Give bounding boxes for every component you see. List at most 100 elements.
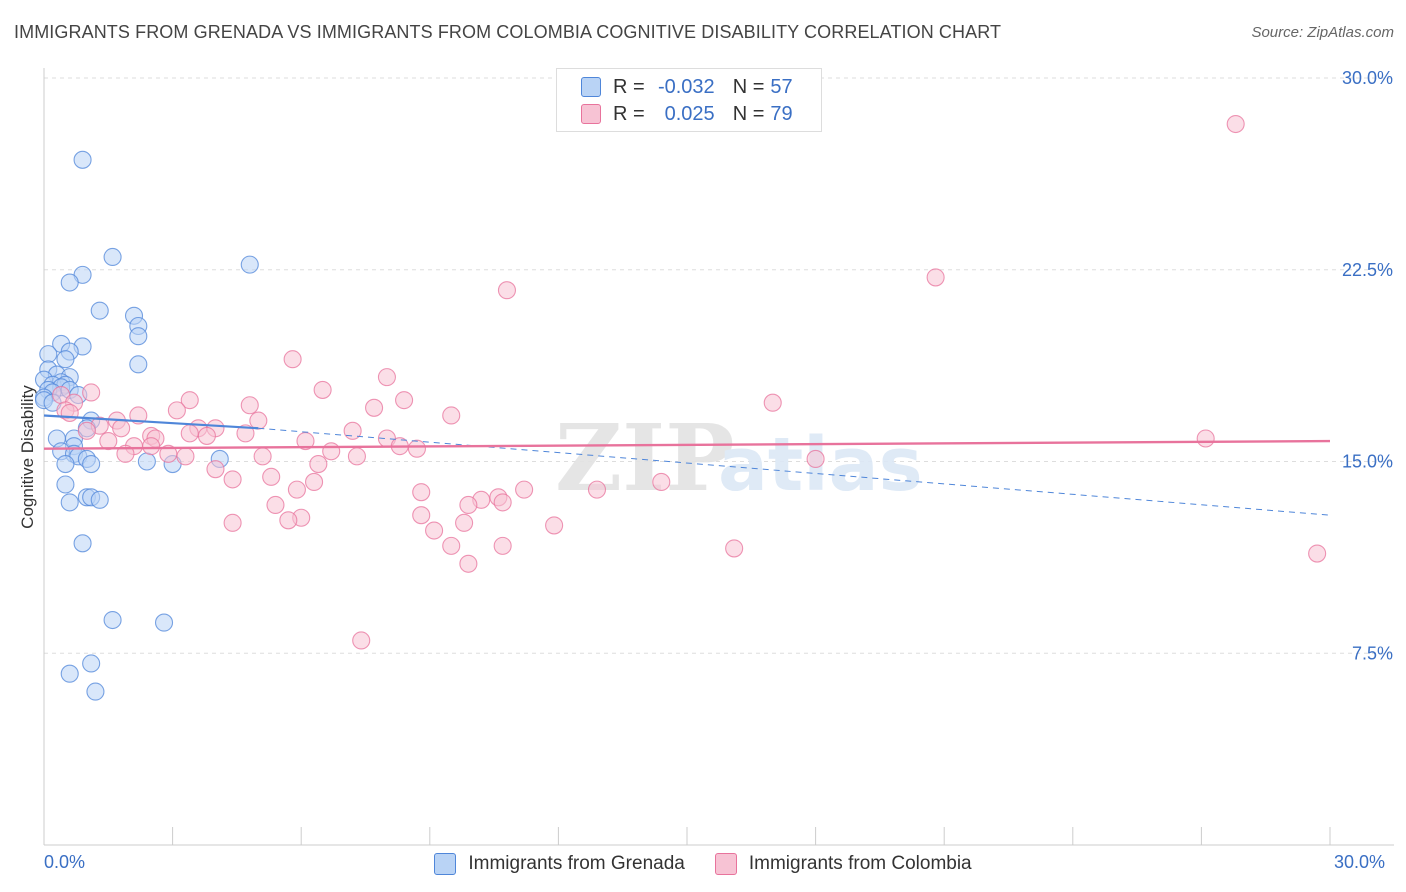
grenada-point bbox=[82, 455, 101, 474]
colombia-point bbox=[99, 431, 118, 451]
colombia-point bbox=[313, 380, 332, 399]
grenada-point bbox=[90, 301, 109, 320]
colombia-point bbox=[515, 480, 534, 499]
colombia-point bbox=[305, 472, 324, 492]
colombia-point bbox=[442, 536, 461, 555]
grenada-point bbox=[154, 613, 174, 632]
colombia-legend-swatch bbox=[714, 853, 737, 875]
points-layer bbox=[34, 114, 1327, 701]
colombia-point bbox=[412, 483, 431, 502]
grenada-trend-line bbox=[43, 414, 259, 430]
y-tick-label: 30.0% bbox=[1342, 68, 1393, 88]
colombia-point bbox=[279, 511, 298, 530]
x-tick-label-max: 30.0% bbox=[1334, 852, 1386, 872]
grenada-point bbox=[73, 534, 92, 553]
grenada-point bbox=[129, 327, 148, 346]
colombia-point bbox=[262, 467, 281, 486]
colombia-point bbox=[352, 631, 371, 650]
colombia-point bbox=[266, 495, 285, 515]
colombia-point bbox=[253, 447, 272, 466]
colombia-point bbox=[287, 480, 306, 499]
grenada-trend-extension bbox=[258, 427, 1331, 516]
colombia-point bbox=[197, 426, 216, 445]
colombia-point bbox=[322, 442, 341, 461]
grenada-point bbox=[90, 490, 109, 509]
grid-layer bbox=[44, 77, 1394, 654]
colombia-point bbox=[587, 480, 607, 499]
trend-layer bbox=[43, 414, 1331, 516]
grenada-point bbox=[103, 610, 122, 630]
correlation-legend: R = -0.032 N = 57 R = 0.025 N = 79 bbox=[556, 68, 822, 132]
legend-row-grenada: R = -0.032 N = 57 bbox=[581, 74, 793, 100]
colombia-swatch bbox=[581, 104, 601, 124]
y-tick-label: 7.5% bbox=[1352, 643, 1393, 663]
y-tick-label: 15.0% bbox=[1342, 452, 1393, 472]
colombia-point bbox=[442, 406, 461, 425]
colombia-point bbox=[365, 398, 384, 417]
colombia-point bbox=[725, 539, 744, 558]
colombia-point bbox=[493, 493, 512, 512]
watermark-zip: ZIP bbox=[555, 404, 734, 512]
grenada-point bbox=[56, 350, 75, 369]
r-label: R = bbox=[613, 75, 645, 98]
legend-row-colombia: R = 0.025 N = 79 bbox=[581, 101, 793, 127]
grenada-point bbox=[129, 355, 148, 374]
colombia-point bbox=[407, 439, 426, 458]
colombia-point bbox=[493, 536, 512, 555]
colombia-point bbox=[82, 383, 101, 402]
grenada-point bbox=[39, 345, 58, 364]
n-label: N = bbox=[732, 75, 765, 98]
chart-title: IMMIGRANTS FROM GRENADA VS IMMIGRANTS FR… bbox=[14, 22, 1002, 42]
colombia-point bbox=[412, 506, 431, 525]
colombia-point bbox=[236, 424, 255, 443]
grenada-point bbox=[60, 273, 79, 292]
colombia-point bbox=[180, 424, 199, 443]
watermark: ZIP atlas bbox=[555, 404, 923, 512]
colombia-point bbox=[309, 455, 328, 474]
colombia-point bbox=[116, 444, 135, 463]
colombia-point bbox=[142, 437, 161, 456]
colombia-point bbox=[455, 513, 474, 532]
colombia-point bbox=[167, 401, 186, 420]
colombia-point bbox=[425, 521, 444, 540]
grenada-point bbox=[60, 493, 79, 512]
colombia-point bbox=[180, 391, 199, 410]
grenada-point bbox=[56, 455, 75, 474]
colombia-point bbox=[377, 368, 396, 387]
legend-label-grenada: Immigrants from Grenada bbox=[468, 853, 685, 874]
colombia-point bbox=[652, 472, 671, 492]
colombia-point bbox=[497, 281, 517, 300]
colombia-point bbox=[206, 460, 225, 479]
r-value: -0.032 bbox=[657, 75, 715, 98]
series-legend: Immigrants from Grenada Immigrants from … bbox=[0, 850, 1406, 878]
colombia-point bbox=[283, 350, 302, 369]
colombia-point bbox=[1196, 429, 1215, 448]
grenada-point bbox=[56, 475, 75, 494]
grenada-legend-swatch bbox=[434, 853, 457, 875]
axes-layer bbox=[43, 68, 1394, 846]
colombia-trend-line bbox=[43, 439, 1331, 450]
colombia-point bbox=[129, 406, 148, 425]
grenada-point bbox=[137, 452, 156, 471]
x-tick-label-min: 0.0% bbox=[44, 852, 86, 872]
colombia-point bbox=[763, 393, 782, 412]
chart-source: Source: ZipAtlas.com bbox=[1251, 24, 1394, 41]
colombia-point bbox=[77, 421, 96, 440]
colombia-point bbox=[459, 554, 478, 573]
colombia-point bbox=[1226, 114, 1245, 134]
grenada-point bbox=[103, 247, 122, 267]
legend-item-colombia[interactable]: Immigrants from Colombia bbox=[714, 853, 972, 875]
colombia-point bbox=[459, 495, 478, 515]
grenada-point bbox=[82, 654, 101, 673]
r-label: R = bbox=[613, 102, 645, 125]
legend-label-colombia: Immigrants from Colombia bbox=[748, 853, 972, 874]
y-tick-labels: 7.5% 15.0% 22.5% 30.0% bbox=[1342, 68, 1393, 663]
grenada-point bbox=[240, 255, 259, 274]
grenada-swatch bbox=[581, 77, 601, 97]
n-value: 79 bbox=[770, 102, 793, 125]
colombia-point bbox=[926, 268, 945, 287]
grenada-point bbox=[73, 150, 92, 169]
legend-item-grenada[interactable]: Immigrants from Grenada bbox=[434, 853, 685, 875]
grenada-point bbox=[60, 664, 79, 683]
